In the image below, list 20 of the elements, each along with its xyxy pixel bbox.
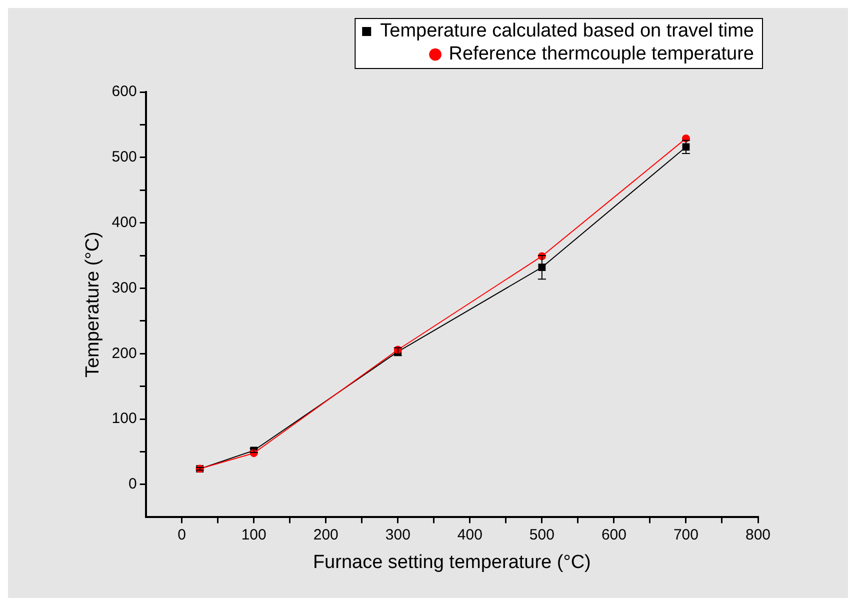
y-tick-label: 0 [128, 476, 137, 493]
y-tick-label: 200 [112, 344, 137, 362]
x-tick-label: 100 [241, 526, 266, 544]
x-tick-label: 300 [385, 526, 410, 544]
y-tick-label: 400 [112, 214, 137, 231]
x-tick-label: 400 [457, 526, 482, 544]
x-tick-label: 800 [745, 526, 771, 544]
x-tick-label: 700 [673, 526, 698, 544]
x-tick-label: 500 [529, 526, 554, 544]
y-tick-label: 600 [112, 83, 137, 100]
legend-label: Temperature calculated based on travel time [380, 20, 754, 42]
y-tick-label: 300 [112, 279, 137, 296]
y-tick-label: 100 [112, 410, 137, 428]
y-axis-title: Temperature (°C) [82, 232, 104, 378]
x-tick-label: 600 [601, 526, 626, 544]
y-tick-label: 500 [112, 148, 137, 166]
x-axis-title: Furnace setting temperature (°C) [312, 552, 591, 573]
x-tick-label: 200 [313, 526, 338, 544]
legend-label: Reference thermcouple temperature [448, 44, 754, 65]
x-tick-label: 0 [178, 526, 186, 544]
